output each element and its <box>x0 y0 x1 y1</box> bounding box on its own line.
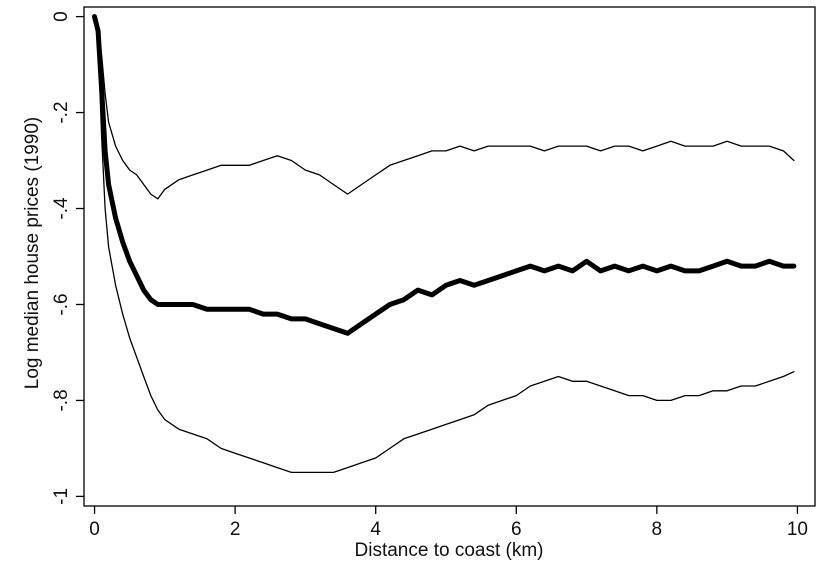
y-tick-label: -.2 <box>51 101 72 123</box>
y-tick-label: -.4 <box>51 197 72 220</box>
x-tick-label: 10 <box>787 519 808 540</box>
x-tick-label: 8 <box>652 519 663 540</box>
series-line-lower-bound <box>93 15 795 474</box>
x-tick-label: 0 <box>89 519 100 540</box>
x-tick-label: 2 <box>230 519 241 540</box>
y-tick-label: -1 <box>51 488 72 505</box>
y-tick-label: 0 <box>51 11 72 22</box>
x-axis-title: Distance to coast (km) <box>355 540 544 561</box>
x-axis: 0 2 4 6 8 10 <box>89 506 808 540</box>
series-line-upper-bound <box>93 15 795 200</box>
x-tick-label: 4 <box>370 519 381 540</box>
y-tick-label: -.6 <box>51 293 72 315</box>
plot-frame <box>83 6 816 507</box>
series-line-estimate <box>92 14 797 336</box>
y-axis: 0 -.2 -.4 -.6 -.8 -1 <box>51 11 84 505</box>
y-axis-title: Log median house prices (1990) <box>22 117 43 390</box>
y-tick-label: -.8 <box>51 389 72 411</box>
x-tick-label: 6 <box>511 519 522 540</box>
series-layer <box>92 14 797 474</box>
